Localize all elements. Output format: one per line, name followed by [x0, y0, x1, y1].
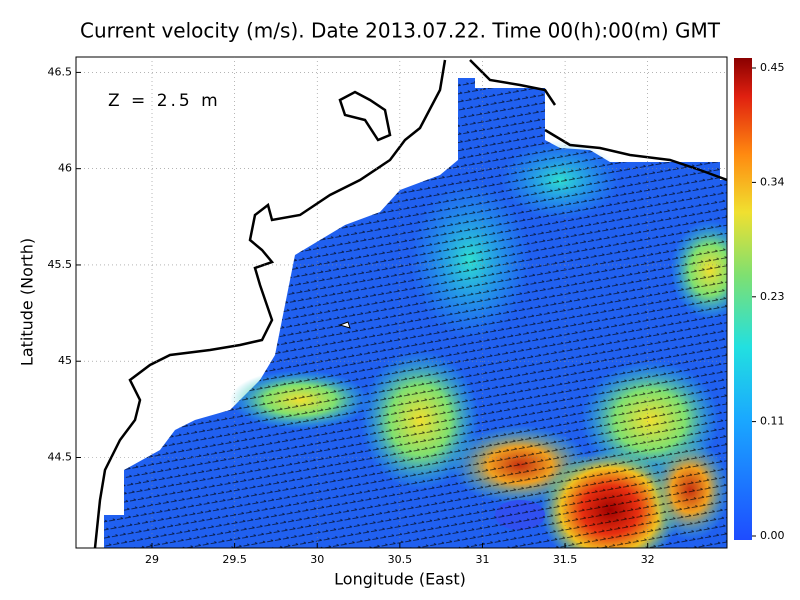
colorbar-tick-label: 0.11 [760, 415, 785, 428]
x-tick-label: 32 [641, 553, 655, 566]
plot-frame [75, 56, 728, 549]
velocity-field [93, 59, 727, 548]
colorbar-tick-label: 0.23 [760, 290, 785, 303]
colorbar [734, 58, 752, 540]
x-axis-label: Longitude (East) [334, 570, 466, 589]
y-tick-label: 46 [58, 162, 72, 175]
y-tick-label: 44.5 [48, 451, 73, 464]
colorbar-tick-label: 0.45 [760, 61, 785, 74]
colorbar-tick-label: 0.34 [760, 175, 785, 188]
y-axis-label: Latitude (North) [18, 238, 37, 366]
x-tick-label: 31 [475, 553, 489, 566]
x-tick-label: 30 [310, 553, 324, 566]
chart-title: Current velocity (m/s). Date 2013.07.22.… [80, 19, 721, 43]
y-tick-label: 46.5 [48, 65, 73, 78]
x-tick-label: 31.5 [553, 553, 578, 566]
colorbar-tick-label: 0.00 [760, 529, 785, 542]
velocity-arrows [104, 78, 727, 548]
coastline [93, 59, 727, 548]
depth-annotation: Z = 2.5 m [108, 91, 221, 111]
x-tick-label: 29 [145, 553, 159, 566]
island [338, 321, 351, 329]
x-tick-label: 29.5 [222, 553, 247, 566]
y-tick-label: 45.5 [48, 258, 73, 271]
x-tick-label: 30.5 [388, 553, 413, 566]
y-tick-label: 45 [58, 354, 72, 367]
